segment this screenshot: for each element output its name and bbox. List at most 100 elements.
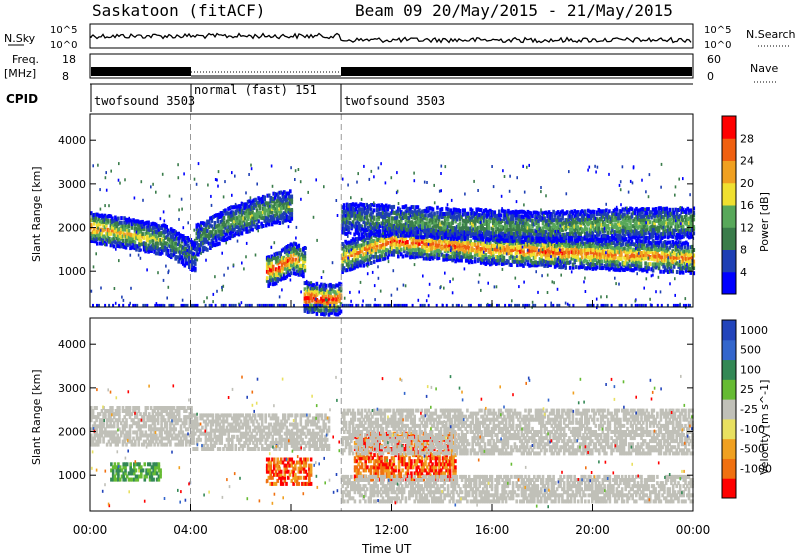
power-cell-band-5	[584, 209, 587, 213]
power-cell-band-1	[291, 217, 294, 221]
power-cell-band-5	[555, 240, 558, 244]
power-noise-cell	[571, 270, 573, 273]
power-noise-cell	[444, 272, 446, 275]
power-cell-band-4	[430, 252, 433, 256]
power-cell-band-5	[506, 234, 509, 238]
radar-summary-plot: Saskatoon (fitACF) Beam 09 20/May/2015 -…	[0, 0, 800, 554]
power-cell-band-4	[494, 244, 497, 248]
power-cell-band-4	[614, 255, 617, 259]
power-noise-cell	[300, 180, 302, 183]
power-noise-cell	[437, 236, 439, 239]
power-cell-band-5	[531, 219, 534, 223]
power-noise-cell	[480, 221, 482, 224]
power-noise-cell	[203, 300, 205, 303]
power-noise-cell	[369, 235, 371, 238]
power-cell-band-1	[291, 208, 294, 212]
power-noise-cell	[278, 278, 280, 281]
power-cell-band-4	[498, 261, 501, 265]
power-cell-band-0	[174, 241, 177, 245]
power-cell-band-4	[362, 264, 365, 268]
nsearch-tick-bottom: 10^0	[704, 40, 731, 51]
power-cell-band-5	[498, 210, 501, 214]
power-cell-band-4	[406, 240, 409, 244]
power-cell-band-5	[424, 213, 427, 217]
power-noise-cell	[644, 208, 646, 211]
power-cell-band-1	[206, 229, 209, 233]
power-cell-band-4	[485, 253, 488, 257]
power-noise-cell	[290, 243, 292, 246]
power-noise-cell	[215, 236, 217, 239]
power-cell-band-3	[305, 300, 308, 304]
power-cell-band-2	[292, 257, 295, 261]
nave-tick-bottom: 0	[707, 70, 714, 83]
power-cell-band-5	[460, 237, 463, 241]
power-cell-band-4	[524, 262, 527, 266]
power-noise-cell	[489, 261, 491, 264]
power-cell-band-5	[347, 225, 350, 229]
power-cell-band-5	[397, 234, 400, 238]
power-cell-band-5	[592, 224, 595, 228]
power-cell-band-2	[302, 274, 305, 278]
power-cell-band-4	[387, 241, 390, 245]
power-noise-cell	[251, 167, 253, 170]
power-cell-band-5	[531, 214, 534, 218]
power-noise-cell	[536, 230, 538, 233]
power-cell-band-1	[271, 211, 274, 215]
power-cell-band-1	[262, 224, 265, 228]
power-noise-cell	[351, 248, 353, 251]
power-cell-band-0	[120, 221, 123, 225]
power-cell-band-4	[575, 265, 578, 269]
power-noise-cell	[537, 291, 539, 294]
power-cell-band-0	[144, 242, 147, 246]
power-cell-band-0	[122, 239, 125, 243]
power-cell-band-1	[289, 189, 292, 193]
power-noise-cell	[663, 226, 665, 229]
power-noise-cell	[560, 274, 562, 277]
nave-label: Nave	[750, 62, 778, 75]
power-cell-band-0	[128, 224, 131, 228]
power-cell-band-5	[537, 212, 540, 216]
power-cell-band-5	[373, 208, 376, 212]
power-cell-band-5	[373, 216, 376, 220]
freq-panel: Freq. [MHz] 18 8 60 0 Nave	[4, 53, 778, 83]
power-cell-band-4	[402, 255, 405, 259]
power-cell-band-5	[500, 213, 503, 217]
power-noise-cell	[542, 248, 544, 251]
power-cell-band-4	[596, 265, 599, 269]
power-noise-cell	[528, 237, 530, 240]
power-noise-cell	[535, 214, 537, 217]
power-cell-band-5	[528, 224, 531, 228]
power-noise-cell	[270, 211, 272, 214]
power-cell-band-5	[463, 208, 466, 212]
power-cell-band-5	[646, 211, 649, 215]
power-cell-band-4	[682, 271, 685, 275]
power-cell-band-5	[668, 208, 671, 212]
power-noise-cell	[594, 165, 596, 168]
power-noise-cell	[105, 176, 107, 179]
power-cell-band-4	[619, 262, 622, 266]
power-cell-band-3	[325, 284, 328, 288]
power-cell-band-5	[343, 203, 346, 207]
power-cell-band-5	[358, 232, 361, 236]
power-noise-cell	[207, 184, 209, 187]
power-noise-cell	[178, 208, 180, 211]
power-noise-cell	[645, 221, 647, 224]
power-cell-band-5	[417, 235, 420, 239]
power-cell-band-4	[569, 266, 572, 270]
power-noise-cell	[559, 260, 561, 263]
power-cell-band-4	[397, 254, 400, 258]
power-cell-band-5	[447, 229, 450, 233]
power-cell-band-0	[147, 221, 150, 225]
power-noise-cell	[181, 198, 183, 201]
freq-tick-top: 18	[62, 53, 76, 66]
power-cell-band-2	[269, 282, 272, 286]
power-cell-band-4	[567, 251, 570, 255]
power-noise-cell	[680, 222, 682, 225]
power-cell-band-4	[649, 262, 652, 266]
power-noise-cell	[351, 223, 353, 226]
power-noise-cell	[124, 178, 126, 181]
power-noise-cell	[569, 223, 571, 226]
power-cell-band-4	[569, 260, 572, 264]
nsky-frame	[90, 24, 693, 48]
power-noise-cell	[300, 198, 302, 201]
